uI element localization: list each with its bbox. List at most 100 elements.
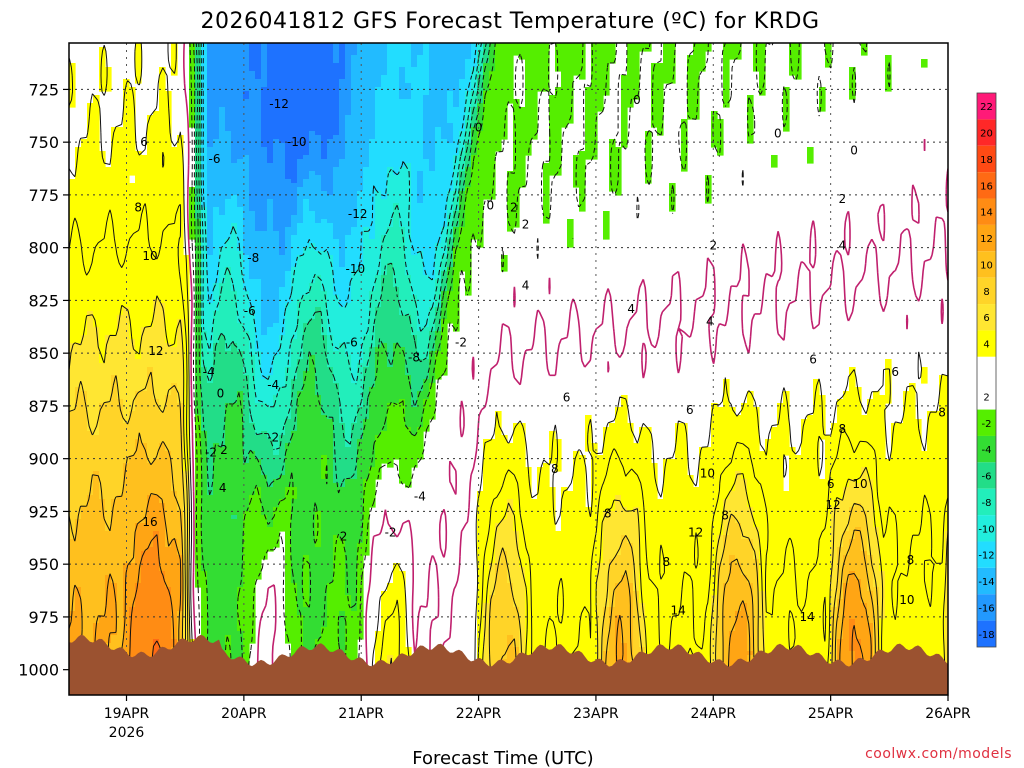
temperature-band-cell — [441, 43, 448, 140]
temperature-band-cell — [327, 335, 334, 368]
temperature-band-cell — [417, 359, 424, 392]
temperature-band-cell — [849, 367, 856, 480]
temperature-band-cell — [435, 127, 442, 244]
contour-label: 10 — [700, 466, 715, 480]
temperature-band-cell — [375, 191, 382, 276]
temperature-band-cell — [405, 99, 412, 164]
credit-link[interactable]: coolwx.com/models — [865, 746, 1012, 762]
temperature-band-cell — [759, 591, 766, 695]
temperature-band-cell — [477, 75, 484, 104]
contour-label: 8 — [839, 422, 847, 436]
temperature-band-cell — [747, 391, 754, 508]
temperature-band-cell — [201, 331, 208, 368]
temperature-band-cell — [807, 415, 814, 695]
temperature-band-cell — [795, 455, 802, 695]
temperature-band-cell — [453, 211, 460, 228]
contour-label: 6 — [891, 365, 899, 379]
temperature-band-cell — [249, 307, 256, 356]
temperature-band-cell — [423, 379, 430, 400]
contour-label: 4 — [706, 315, 714, 329]
temperature-band-cell — [339, 267, 346, 308]
contour-label: 14 — [800, 610, 815, 624]
temperature-band-cell — [159, 571, 166, 656]
temperature-band-cell — [267, 439, 274, 488]
temperature-band-cell — [315, 395, 322, 512]
temperature-band-cell — [711, 595, 718, 695]
colorbar-label: 6 — [983, 313, 989, 324]
temperature-band-cell — [615, 495, 622, 556]
x-axis: 19APR 20APR 21APR 22APR 23APR 24APR 25APR 26APR — [104, 695, 971, 722]
temperature-band-cell — [429, 351, 436, 384]
temperature-band-cell — [567, 43, 574, 124]
contour-label: 12 — [825, 498, 840, 512]
temperature-band-cell — [579, 455, 586, 695]
temperature-band-cell — [405, 275, 412, 316]
temperature-band-cell — [369, 139, 376, 240]
x-axis-year-label: 2026 — [109, 725, 145, 741]
temperature-band-cell — [621, 535, 628, 576]
temperature-band-cell — [735, 471, 742, 524]
temperature-band-cell — [237, 323, 244, 352]
temperature-band-cell — [363, 167, 370, 228]
temperature-band-cell — [513, 423, 520, 532]
temperature-band-cell — [207, 351, 214, 384]
temperature-band-cell — [717, 119, 724, 156]
contour-label: -4 — [267, 378, 279, 392]
contour-label: 10 — [142, 249, 157, 263]
temperature-band-cell — [339, 307, 346, 344]
temperature-band-cell — [243, 331, 250, 376]
x-tick-label: 20APR — [221, 706, 267, 722]
temperature-band-cell — [477, 103, 484, 132]
temperature-band-cell — [285, 487, 292, 644]
colorbar-label: 14 — [980, 208, 993, 219]
temperature-band-cell — [441, 291, 448, 320]
temperature-band-cell — [279, 255, 286, 288]
temperature-band-cell — [597, 455, 604, 564]
temperature-band-cell — [327, 419, 334, 584]
temperature-band-cell — [333, 535, 340, 688]
temperature-band-cell — [375, 275, 382, 308]
colorbar-label: -6 — [982, 472, 992, 483]
temperature-band-cell — [369, 239, 376, 292]
temperature-band-cell — [165, 587, 172, 695]
temperature-band-cell — [423, 95, 430, 160]
temperature-band-cell — [453, 155, 460, 192]
temperature-band-cell — [351, 611, 358, 695]
temperature-band-cell — [423, 327, 430, 360]
temperature-band-cell — [135, 583, 142, 695]
temperature-band-cell — [843, 487, 850, 532]
temperature-band-cell — [903, 391, 910, 695]
temperature-band-cell — [303, 247, 310, 296]
temperature-band-cell — [141, 443, 148, 524]
temperature-band-cell — [459, 191, 466, 228]
colorbar-swatch — [977, 119, 996, 146]
temperature-band-cell — [807, 147, 814, 164]
temperature-band-cell — [315, 307, 322, 396]
temperature-band-cell — [507, 499, 514, 584]
colorbar-label: 20 — [980, 129, 993, 140]
temperature-band-cell — [309, 283, 316, 320]
temperature-band-cell — [861, 603, 868, 664]
temperature-band-cell — [609, 511, 616, 560]
temperature-band-cell — [255, 43, 262, 80]
temperature-band-cell — [345, 303, 352, 356]
temperature-band-cell — [789, 43, 796, 76]
temperature-band-cell — [567, 491, 574, 695]
temperature-band-cell — [309, 355, 316, 692]
temperature-band-cell — [69, 179, 76, 344]
temperature-band-cell — [75, 387, 82, 520]
temperature-band-cell — [345, 447, 352, 480]
temperature-band-cell — [81, 507, 88, 695]
contour-label: 14 — [670, 604, 685, 618]
temperature-band-cell — [501, 435, 508, 520]
temperature-band-cell — [75, 343, 82, 388]
colorbar-swatch — [977, 277, 996, 305]
temperature-band-cell — [669, 43, 676, 84]
temperature-band-cell — [897, 423, 904, 695]
temperature-band-cell — [273, 455, 280, 480]
temperature-band-cell — [105, 335, 112, 404]
temperature-band-cell — [321, 251, 328, 292]
temperature-band-cell — [171, 491, 178, 540]
temperature-band-cell — [147, 547, 154, 684]
temperature-band-cell — [603, 511, 610, 608]
